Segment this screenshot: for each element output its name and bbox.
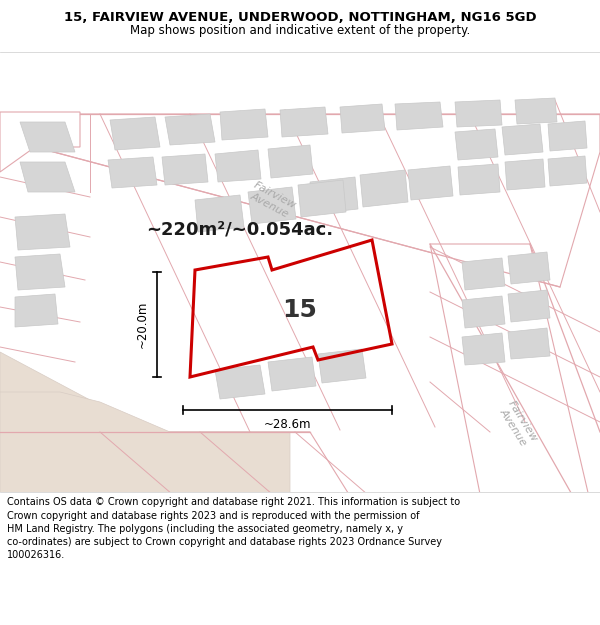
Polygon shape: [548, 156, 587, 186]
Polygon shape: [508, 252, 550, 284]
Text: Fairview
Avenue: Fairview Avenue: [246, 179, 298, 221]
Polygon shape: [505, 159, 545, 190]
Polygon shape: [508, 290, 550, 322]
Polygon shape: [162, 154, 208, 185]
Polygon shape: [430, 244, 600, 544]
Polygon shape: [215, 365, 265, 399]
Polygon shape: [0, 352, 310, 544]
Polygon shape: [215, 150, 261, 182]
Text: 15: 15: [283, 298, 317, 322]
Polygon shape: [548, 121, 587, 151]
Polygon shape: [462, 258, 505, 290]
Polygon shape: [195, 195, 244, 232]
Polygon shape: [455, 129, 498, 160]
Polygon shape: [458, 164, 500, 195]
Polygon shape: [165, 114, 215, 145]
Polygon shape: [360, 170, 408, 207]
Polygon shape: [298, 180, 346, 217]
Text: Fairview
Avenue: Fairview Avenue: [496, 399, 539, 449]
Polygon shape: [508, 328, 550, 359]
Polygon shape: [395, 102, 443, 130]
Polygon shape: [0, 392, 290, 544]
Polygon shape: [280, 107, 328, 137]
Text: ~220m²/~0.054ac.: ~220m²/~0.054ac.: [146, 221, 334, 239]
Polygon shape: [455, 100, 502, 127]
Polygon shape: [340, 104, 385, 133]
Polygon shape: [318, 349, 366, 383]
Polygon shape: [0, 432, 380, 544]
Text: 15, FAIRVIEW AVENUE, UNDERWOOD, NOTTINGHAM, NG16 5GD: 15, FAIRVIEW AVENUE, UNDERWOOD, NOTTINGH…: [64, 11, 536, 24]
Text: ~28.6m: ~28.6m: [264, 418, 311, 431]
Polygon shape: [15, 214, 70, 250]
Polygon shape: [15, 294, 58, 327]
Polygon shape: [248, 187, 296, 224]
Polygon shape: [268, 357, 316, 391]
Polygon shape: [462, 333, 505, 365]
Text: Contains OS data © Crown copyright and database right 2021. This information is : Contains OS data © Crown copyright and d…: [7, 498, 460, 560]
Polygon shape: [108, 157, 157, 188]
Polygon shape: [20, 162, 75, 192]
Polygon shape: [220, 109, 268, 140]
Polygon shape: [310, 177, 358, 214]
Polygon shape: [20, 122, 75, 152]
Polygon shape: [408, 166, 453, 200]
Polygon shape: [515, 98, 557, 124]
Polygon shape: [15, 254, 65, 290]
Text: Map shows position and indicative extent of the property.: Map shows position and indicative extent…: [130, 24, 470, 38]
Polygon shape: [502, 124, 543, 155]
Polygon shape: [110, 117, 160, 150]
Polygon shape: [35, 114, 600, 287]
Polygon shape: [0, 112, 80, 172]
Polygon shape: [268, 145, 313, 178]
Polygon shape: [462, 296, 505, 328]
Text: ~20.0m: ~20.0m: [136, 301, 149, 348]
